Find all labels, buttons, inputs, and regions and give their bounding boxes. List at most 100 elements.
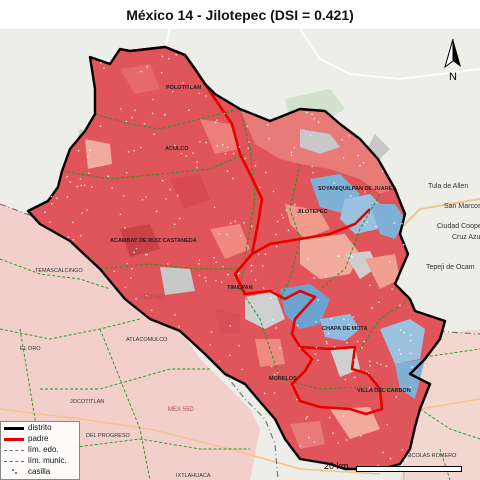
casilla-point: [88, 172, 90, 174]
basemap-label-jocotitlan: JOCOTITLAN: [70, 399, 104, 405]
casilla-point: [285, 209, 288, 212]
casilla-point: [353, 359, 356, 361]
casilla-point: [150, 309, 153, 312]
casilla-point: [133, 149, 135, 152]
casilla-point: [333, 182, 336, 184]
casilla-point: [178, 217, 181, 220]
casilla-point: [130, 277, 132, 279]
casilla-point: [275, 233, 277, 236]
casilla-point: [400, 329, 402, 331]
casilla-point: [307, 258, 309, 260]
casilla-point: [127, 150, 130, 153]
padre-boundary: [251, 208, 371, 256]
basemap-label-tepeji: Tepeji de Ocam: [426, 264, 475, 271]
casilla-point: [409, 334, 412, 336]
casilla-point: [244, 157, 246, 160]
casilla-point: [44, 211, 46, 214]
casilla-point: [346, 342, 348, 344]
casilla-point: [385, 365, 388, 368]
casilla-point: [77, 149, 80, 152]
casilla-point: [371, 307, 373, 309]
casilla-point: [124, 286, 126, 289]
casilla-point: [295, 214, 297, 217]
casilla-point: [125, 120, 127, 123]
map-svg: Tula de Allen San Marcos Ciudad Coope Cr…: [0, 29, 480, 480]
north-label: N: [449, 71, 457, 83]
casilla-point: [230, 222, 232, 224]
casilla-point: [290, 151, 293, 154]
casilla-point: [375, 225, 377, 228]
casilla-point: [356, 340, 359, 343]
casilla-point: [262, 287, 265, 289]
casilla-point: [87, 156, 89, 158]
casilla-point: [174, 314, 176, 316]
casilla-point: [250, 264, 253, 267]
casilla-point: [250, 270, 253, 272]
casilla-point: [198, 262, 200, 265]
basemap-label-tula: Tula de Allen: [428, 183, 468, 190]
casilla-point: [351, 255, 353, 258]
lim-munic-symbol: [4, 461, 24, 462]
casilla-point: [402, 243, 405, 246]
casilla-point: [213, 256, 215, 259]
casilla-point: [107, 175, 110, 177]
casilla-point: [172, 90, 174, 93]
casilla-point: [151, 112, 154, 115]
casilla-point: [363, 340, 366, 343]
basemap-label-cruz-azul: Cruz Azul: [452, 234, 480, 241]
casilla-point: [196, 161, 198, 163]
legend-label-padre: padre: [28, 434, 49, 443]
basemap-label-ixtlahuaca: IXTLAHUACA: [176, 473, 211, 479]
map-canvas[interactable]: Tula de Allen San Marcos Ciudad Coope Cr…: [0, 29, 480, 480]
casilla-point: [369, 360, 371, 363]
casilla-point: [386, 424, 389, 426]
casilla-point: [229, 325, 231, 327]
casilla-point: [262, 265, 264, 267]
casilla-point: [259, 186, 261, 189]
casilla-point: [369, 284, 371, 286]
basemap-label-mex55d-b: MEX 55D: [140, 295, 166, 301]
casilla-point: [313, 441, 316, 443]
casilla-point: [133, 251, 135, 254]
north-arrow: N: [437, 37, 469, 83]
casilla-point: [348, 134, 351, 137]
casilla-point: [276, 220, 279, 223]
casilla-point: [403, 331, 405, 334]
casilla-point: [198, 259, 201, 261]
casilla-point: [145, 295, 147, 297]
casilla-point: [409, 386, 412, 389]
casilla-point: [342, 415, 345, 418]
legend-label-casilla: casilla: [28, 467, 51, 476]
casilla-point: [263, 392, 266, 395]
casilla-point: [275, 327, 278, 329]
casilla-point: [146, 253, 149, 256]
padre-symbol: [4, 438, 24, 441]
scale-bar-rect: [356, 466, 462, 472]
casilla-point: [216, 119, 218, 121]
casilla-point: [135, 298, 137, 300]
basemap-label-nicolas-romero: NICOLAS ROMERO: [406, 453, 457, 459]
casilla-point: [168, 57, 170, 60]
casilla-point: [267, 124, 269, 126]
legend-item-lim-munic: lím. munic.: [1, 456, 79, 466]
casilla-point: [343, 318, 345, 320]
casilla-point: [227, 273, 229, 276]
casilla-point: [276, 371, 279, 374]
label-soyaniquilpan: SOYANIQUILPAN DE JUAREZ: [318, 186, 396, 192]
casilla-point: [161, 179, 164, 182]
casilla-point: [140, 146, 142, 149]
casilla-point: [79, 235, 82, 237]
casilla-point: [395, 396, 398, 398]
casilla-point: [364, 224, 367, 226]
casilla-point: [399, 304, 401, 307]
casilla-point: [270, 365, 273, 368]
casilla-point: [224, 153, 227, 155]
basemap-label-progreso: DEL PROGRESO: [86, 433, 131, 439]
casilla-point: [178, 325, 180, 328]
casilla-point: [205, 280, 207, 282]
casilla-point: [273, 392, 276, 394]
basemap-label-san-marcos: San Marcos: [444, 203, 480, 210]
casilla-point: [332, 432, 334, 434]
casilla-point: [299, 445, 302, 447]
casilla-point: [341, 138, 343, 141]
